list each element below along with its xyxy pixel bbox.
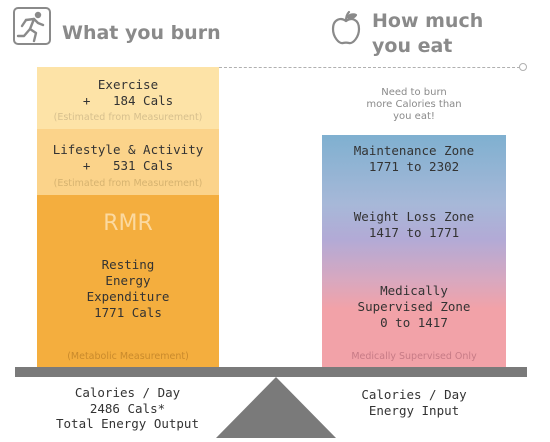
- medical-line1: Medically: [380, 283, 448, 298]
- rmr-value: 1771 Cals: [94, 305, 162, 320]
- right-heading-line2: you eat: [372, 35, 453, 57]
- caption-line1: Need to burn: [381, 87, 447, 98]
- maintenance-range: 1771 to 2302: [368, 159, 460, 174]
- lifestyle-title: Lifestyle & Activity: [52, 142, 204, 157]
- scale-fulcrum: [216, 377, 336, 438]
- right-footer-line1: Calories / Day: [361, 387, 467, 402]
- left-heading: What you burn: [62, 22, 221, 44]
- maintenance-title: Maintenance Zone: [353, 143, 475, 158]
- rmr-line3: Expenditure: [86, 289, 170, 304]
- apple-icon: [330, 10, 362, 46]
- rmr-line1: Resting: [101, 257, 155, 272]
- intake-zones-block: Maintenance Zone 1771 to 2302 Weight Los…: [322, 135, 506, 367]
- rmr-note: (Metabolic Measurement): [67, 351, 189, 362]
- dotted-connector: [219, 67, 520, 68]
- rmr-block: RMR Resting Energy Expenditure 1771 Cals…: [37, 195, 219, 367]
- caption-line2: more Calories than: [366, 99, 462, 110]
- rmr-abbr: RMR: [103, 211, 153, 236]
- weight-loss-title: Weight Loss Zone: [353, 209, 475, 224]
- medical-line2: Supervised Zone: [357, 299, 471, 314]
- left-footer-line2: 2486 Cals*: [89, 400, 166, 416]
- scale-beam: [15, 367, 527, 377]
- right-heading-line1: How much: [372, 10, 484, 32]
- medical-note: Medically Supervised Only: [351, 351, 477, 362]
- left-footer-line3: Total Energy Output: [56, 416, 199, 431]
- right-caption: Need to burn more Calories than you eat!: [322, 87, 506, 123]
- exercise-value: + 184 Cals: [82, 93, 174, 108]
- exercise-block: Exercise + 184 Cals (Estimated from Meas…: [37, 67, 219, 129]
- rmr-line2: Energy: [105, 273, 151, 288]
- runner-icon: [12, 6, 52, 46]
- medical-range: 0 to 1417: [380, 315, 448, 330]
- exercise-title: Exercise: [97, 77, 159, 92]
- right-footer-line2: Energy Input: [368, 402, 460, 418]
- weight-loss-range: 1417 to 1771: [368, 225, 460, 240]
- caption-line3: you eat!: [393, 111, 435, 122]
- left-footer: Calories / Day 2486 Cals* Total Energy O…: [20, 385, 235, 432]
- right-footer: Calories / Day Energy Input: [322, 387, 506, 418]
- left-footer-line1: Calories / Day: [74, 385, 181, 400]
- lifestyle-note: (Estimated from Measurement): [53, 178, 203, 189]
- lifestyle-block: Lifestyle & Activity + 531 Cals (Estimat…: [37, 129, 219, 195]
- connector-end-dot: [519, 63, 527, 71]
- lifestyle-value: + 531 Cals: [82, 158, 174, 173]
- exercise-note: (Estimated from Measurement): [53, 112, 203, 123]
